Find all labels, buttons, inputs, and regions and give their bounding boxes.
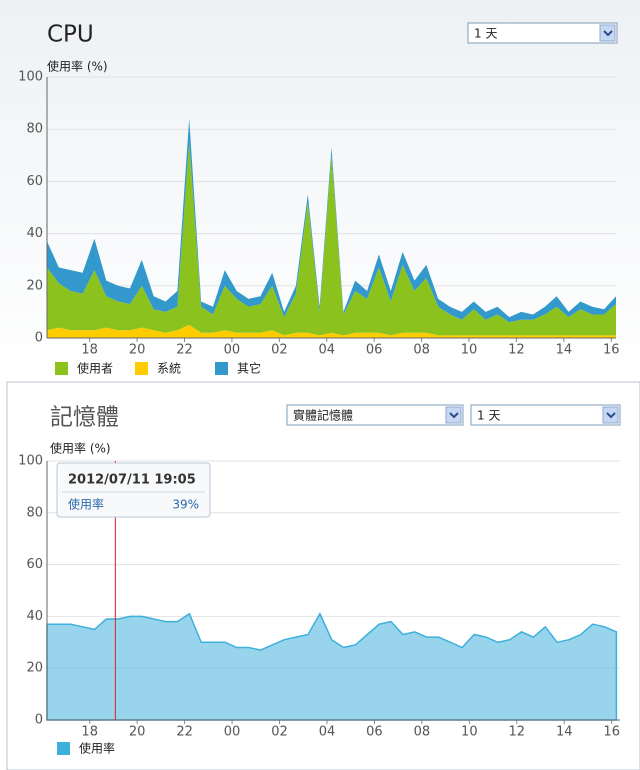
y-tick-label: 100 (18, 70, 43, 85)
dropdown-button[interactable] (445, 406, 462, 424)
legend-swatch (55, 362, 68, 375)
y-tick-label: 80 (26, 122, 43, 137)
x-tick-label: 02 (271, 343, 288, 358)
tooltip-label: 使用率 (68, 497, 104, 512)
legend-swatch (215, 362, 228, 375)
dropdown-arrow[interactable] (603, 30, 613, 37)
x-tick-label: 00 (224, 725, 241, 740)
x-tick-label: 14 (556, 343, 573, 358)
y-tick-label: 0 (35, 713, 43, 728)
chart-title: 記憶體 (50, 405, 119, 431)
x-tick-label: 20 (129, 343, 146, 358)
tooltip-value: 39% (172, 498, 199, 512)
chart-title: CPU (47, 22, 94, 48)
x-tick-label: 18 (81, 343, 98, 358)
dropdown-value[interactable]: 實體記憶體 (293, 408, 353, 423)
x-tick-label: 06 (366, 343, 383, 358)
x-tick-label: 00 (224, 343, 241, 358)
y-tick-label: 0 (35, 331, 43, 346)
dropdown-box[interactable] (470, 404, 621, 426)
dropdown[interactable]: 實體記憶體 (286, 404, 464, 426)
dropdown-value[interactable]: 1 天 (474, 27, 497, 41)
x-tick-label: 16 (603, 725, 620, 740)
dropdown-button[interactable] (599, 24, 616, 42)
dropdown-box[interactable] (467, 22, 618, 44)
area (47, 324, 616, 338)
y-tick-label: 100 (18, 454, 43, 469)
x-tick-label: 04 (318, 343, 335, 358)
legend-swatch (57, 742, 70, 755)
x-tick-label: 22 (176, 725, 193, 740)
x-tick-label: 12 (508, 343, 525, 358)
x-tick-label: 16 (603, 343, 620, 358)
x-tick-label: 10 (461, 725, 478, 740)
dropdown[interactable]: 1 天 (470, 404, 621, 426)
y-axis-label: 使用率 (%) (47, 59, 108, 74)
y-tick-label: 80 (26, 505, 43, 520)
y-axis-label: 使用率 (%) (50, 441, 111, 456)
x-tick-label: 14 (556, 725, 573, 740)
x-tick-label: 02 (271, 725, 288, 740)
x-tick-label: 18 (81, 725, 98, 740)
y-tick-label: 20 (26, 661, 43, 676)
dropdown-arrow[interactable] (606, 412, 616, 419)
dropdown[interactable]: 1 天 (467, 22, 618, 44)
y-tick-label: 20 (26, 278, 43, 293)
tooltip (56, 462, 211, 518)
area (47, 142, 616, 336)
legend-label: 使用率 (79, 741, 115, 756)
legend-swatch (135, 362, 148, 375)
area (47, 118, 616, 323)
x-tick-label: 10 (461, 343, 478, 358)
tooltip-time: 2012/07/11 19:05 (68, 473, 196, 488)
dropdown-arrow[interactable] (449, 412, 459, 419)
x-tick-label: 04 (319, 725, 336, 740)
dropdown-value[interactable]: 1 天 (477, 409, 500, 423)
y-tick-label: 60 (26, 174, 43, 189)
dropdown-box[interactable] (286, 404, 464, 426)
x-tick-label: 08 (414, 725, 431, 740)
legend-label: 系統 (157, 362, 181, 376)
x-tick-label: 08 (413, 343, 430, 358)
dropdown-button[interactable] (602, 406, 619, 424)
y-tick-label: 40 (26, 609, 43, 624)
x-tick-label: 22 (176, 343, 193, 358)
x-tick-label: 12 (509, 725, 526, 740)
x-tick-label: 20 (129, 725, 146, 740)
y-tick-label: 60 (26, 557, 43, 572)
legend-label: 使用者 (77, 361, 113, 376)
y-tick-label: 40 (26, 226, 43, 241)
x-tick-label: 06 (366, 725, 383, 740)
legend-label: 其它 (237, 361, 261, 376)
